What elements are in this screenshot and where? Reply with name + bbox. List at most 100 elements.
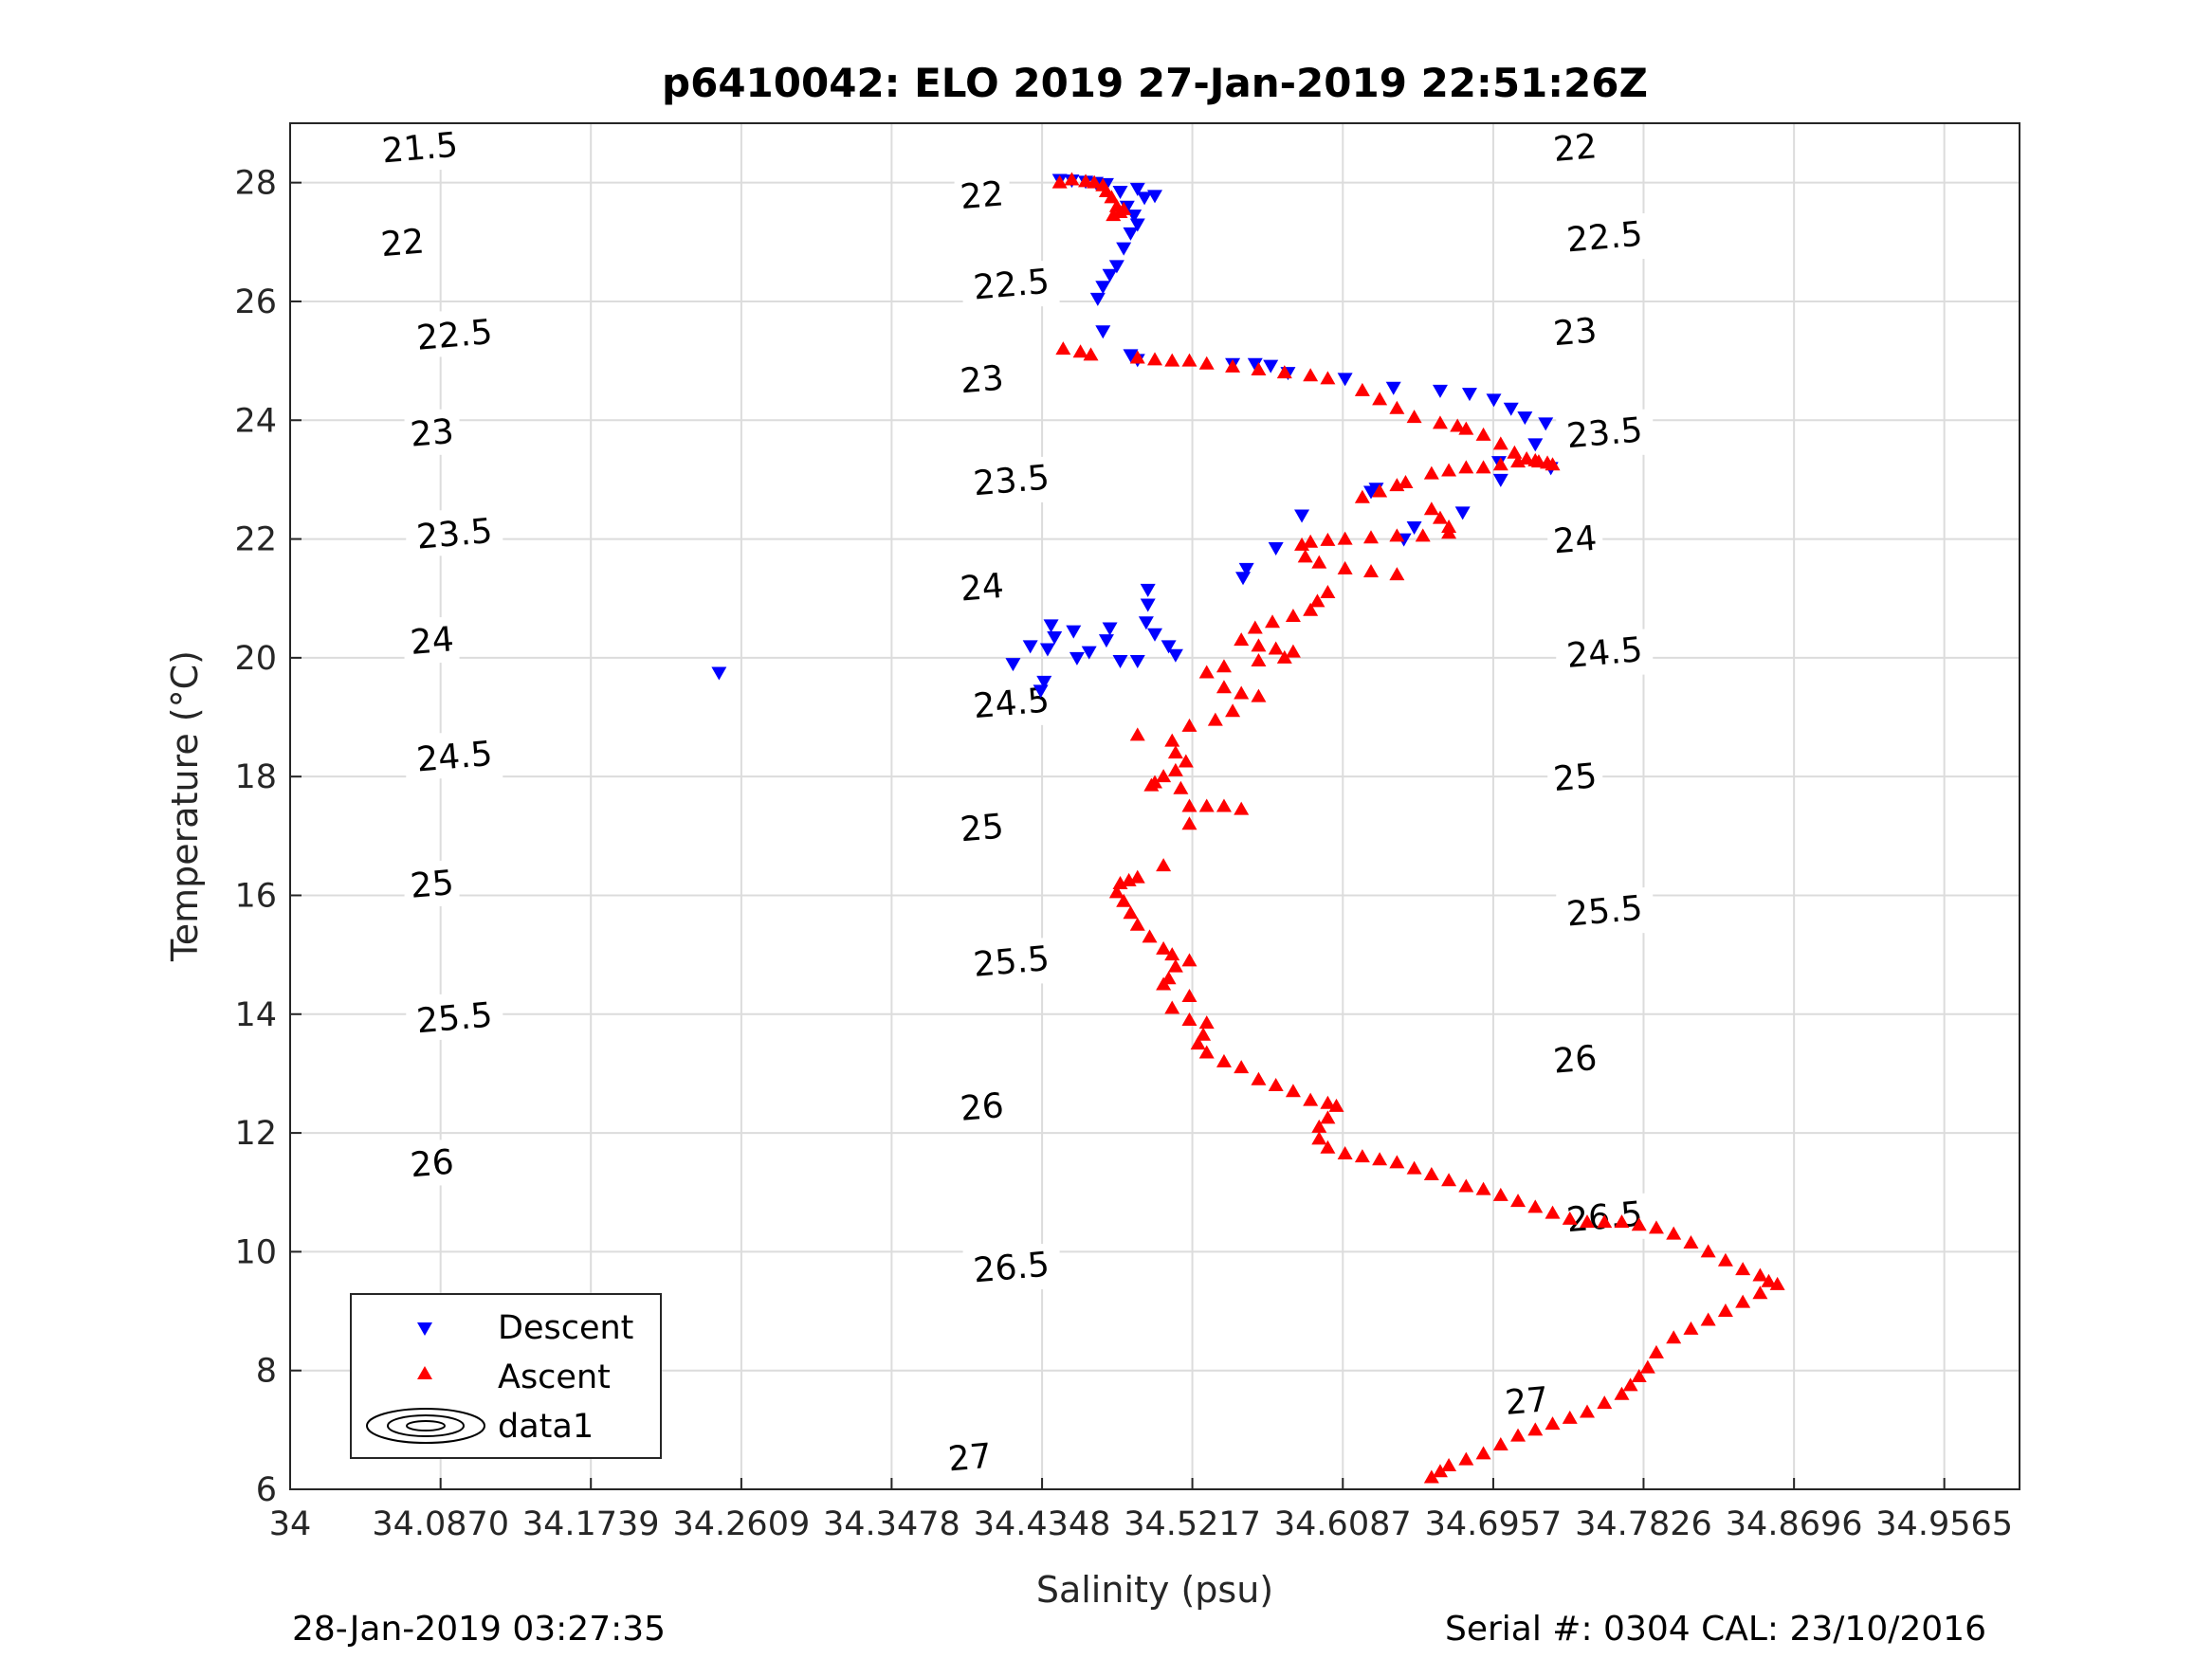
- contour-label: 25.5: [972, 939, 1051, 985]
- ascent-point: [1247, 620, 1263, 634]
- ascent-point: [1147, 352, 1162, 366]
- ascent-point: [1164, 733, 1180, 747]
- contour-label-bg: [406, 311, 503, 357]
- ascent-point: [1545, 1205, 1561, 1219]
- descent-point: [1432, 384, 1448, 398]
- ascent-point: [1207, 712, 1223, 726]
- contour-label: 25: [1552, 757, 1599, 799]
- ascent-point: [1648, 1344, 1664, 1358]
- ascent-point: [1458, 1178, 1474, 1193]
- ascent-point: [1251, 638, 1267, 652]
- contour-label: 24: [1552, 520, 1599, 562]
- x-tick-label: 34.4348: [974, 1505, 1111, 1543]
- ascent-point: [1545, 457, 1561, 471]
- ascent-point: [1234, 685, 1250, 700]
- contour-label: 21.5: [380, 126, 459, 172]
- y-axis-label: Temperature (°C): [164, 650, 206, 962]
- contour-label: 24: [409, 620, 455, 663]
- descent-point: [1043, 619, 1059, 633]
- ascent-point: [1527, 1422, 1544, 1436]
- ascent-point: [1198, 1045, 1215, 1059]
- ascent-point: [1389, 1155, 1405, 1169]
- ascent-point: [1372, 392, 1388, 406]
- descent-point: [1112, 655, 1128, 669]
- contour-label-bg: [1556, 629, 1654, 675]
- descent-point: [1005, 658, 1021, 672]
- ascent-point: [1072, 344, 1088, 358]
- ascent-point: [1142, 929, 1158, 943]
- contour-label: 25: [409, 864, 455, 906]
- ascent-point: [1562, 1410, 1578, 1424]
- ascent-point: [1450, 418, 1466, 432]
- descent-point: [1137, 191, 1153, 206]
- ascent-point: [1311, 1119, 1327, 1133]
- contour-label-bg: [404, 860, 460, 906]
- descent-point: [711, 666, 727, 681]
- contour-label: 26: [1552, 1039, 1599, 1082]
- descent-point: [1039, 643, 1055, 657]
- legend-descent-label: Descent: [498, 1309, 633, 1347]
- x-tick-label: 34.3478: [823, 1505, 960, 1543]
- ascent-point: [1190, 1036, 1206, 1050]
- contour-label-bg: [962, 261, 1060, 307]
- ascent-point: [1492, 457, 1508, 471]
- ascent-point: [1303, 602, 1319, 616]
- x-axis-label: Salinity (psu): [1036, 1569, 1273, 1611]
- contour-label: 23: [1552, 311, 1599, 354]
- ascent-point: [1268, 1077, 1284, 1091]
- ascent-point: [1648, 1220, 1664, 1234]
- ascent-point: [1320, 1139, 1336, 1154]
- axes: [289, 122, 2020, 1490]
- contour-label-bg: [954, 356, 1010, 402]
- ascent-point: [1156, 976, 1172, 991]
- ascent-point: [1116, 893, 1132, 907]
- descent-point: [1167, 648, 1183, 663]
- ascent-point: [1121, 872, 1137, 886]
- ascent-point: [1337, 560, 1353, 574]
- contour-label-bg: [404, 1139, 460, 1186]
- y-tick-labels: 6 8 10 12 14 16 18 20 22 24 26 28: [234, 165, 277, 1509]
- ascent-point: [1116, 201, 1132, 215]
- contour-label-bg: [1556, 887, 1654, 934]
- ascent-point: [1198, 356, 1215, 370]
- descent-point: [1538, 417, 1554, 431]
- x-tick-label: 34: [269, 1505, 312, 1543]
- ascent-point: [1389, 528, 1405, 542]
- x-tick-label: 34.6087: [1274, 1505, 1412, 1543]
- contour-label: 22.5: [972, 263, 1051, 308]
- ascent-point: [1415, 528, 1431, 542]
- ascent-point: [1614, 1214, 1630, 1229]
- ascent-point: [1683, 1234, 1699, 1249]
- ascent-point: [1406, 410, 1422, 424]
- ascent-point: [1106, 208, 1122, 222]
- contour-label: 22.5: [415, 313, 494, 358]
- contour-label-bg: [375, 219, 430, 265]
- descent-point: [1112, 186, 1128, 200]
- ascent-point: [1181, 816, 1197, 830]
- ascent-point: [1234, 801, 1250, 815]
- contour-label-bg: [1556, 409, 1654, 455]
- ascent-point: [1639, 1359, 1655, 1374]
- ascent-point: [1173, 780, 1189, 794]
- y-tick-label: 28: [234, 165, 277, 203]
- ascent-point: [1156, 858, 1172, 872]
- descent-point: [1036, 675, 1052, 689]
- descent-point: [1337, 373, 1353, 387]
- ascent-point: [1164, 1000, 1180, 1014]
- descent-point: [1238, 562, 1254, 576]
- chart-title: p6410042: ELO 2019 27-Jan-2019 22:51:26Z: [662, 60, 1648, 106]
- descent-point: [1140, 583, 1156, 597]
- ascent-point: [1622, 1377, 1638, 1392]
- ascent-point: [1458, 421, 1474, 435]
- x-tick-label: 34.2609: [673, 1505, 811, 1543]
- descent-point: [1268, 541, 1284, 556]
- ascent-point: [1328, 1098, 1344, 1112]
- ascent-point: [1251, 653, 1267, 667]
- contour-label: 22.5: [1565, 215, 1644, 261]
- ascent-point: [1354, 1149, 1370, 1163]
- descent-point: [1147, 628, 1162, 642]
- ascent-point: [1510, 454, 1526, 468]
- descent-point: [1527, 438, 1544, 452]
- ascent-point: [1510, 1428, 1526, 1442]
